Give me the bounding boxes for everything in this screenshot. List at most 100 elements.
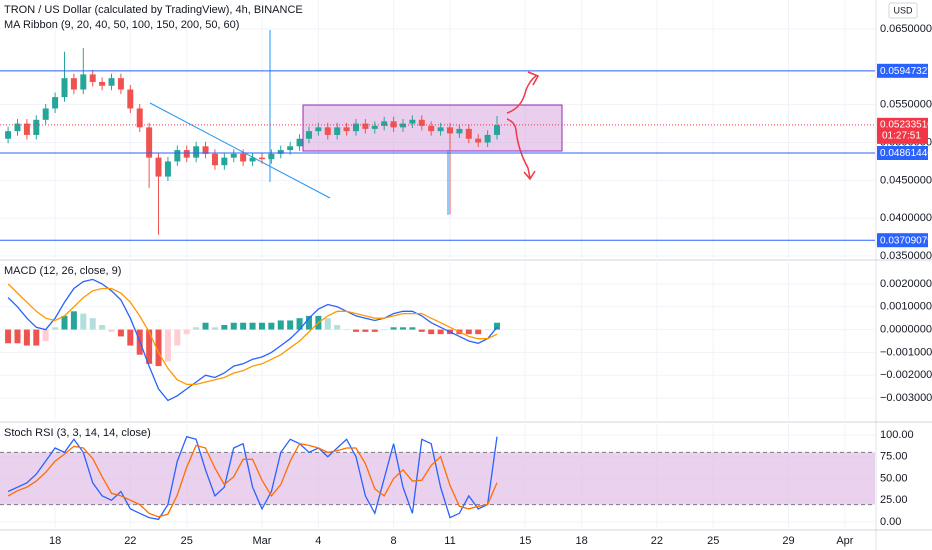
- histogram-bar: [334, 325, 341, 330]
- histogram-bar: [287, 320, 294, 330]
- histogram-bar: [5, 329, 12, 344]
- y-tick-label: 25.00: [880, 494, 908, 506]
- histogram-bar: [146, 329, 153, 364]
- level-label: 0.03709079: [880, 235, 932, 246]
- candle-body: [183, 150, 190, 158]
- histogram-bar: [324, 318, 331, 330]
- candle-body: [127, 89, 134, 109]
- histogram-bar: [343, 329, 350, 331]
- histogram-bar: [193, 327, 200, 330]
- histogram-bar: [42, 329, 49, 341]
- histogram-bar: [437, 329, 444, 335]
- histogram-bar: [52, 327, 59, 330]
- chart-title: TRON / US Dollar (calculated by TradingV…: [4, 4, 303, 16]
- x-tick-label: Apr: [836, 535, 853, 547]
- candle-body: [42, 108, 49, 120]
- histogram-bar: [33, 329, 40, 346]
- y-tick-label: 0.00: [880, 516, 901, 528]
- indicator-line: [7, 278, 498, 402]
- candle-body: [324, 127, 331, 135]
- up-arrow: [506, 71, 540, 114]
- candle-body: [334, 127, 341, 135]
- x-tick-label: 22: [651, 535, 663, 547]
- currency-box[interactable]: [888, 2, 918, 19]
- candle-body: [296, 138, 303, 147]
- candle-body: [193, 146, 200, 158]
- rsi-title: Stoch RSI (3, 3, 14, 14, close): [4, 427, 151, 439]
- macd-title: MACD (12, 26, close, 9): [4, 265, 121, 277]
- candle-body: [465, 128, 472, 139]
- candle-body: [456, 128, 463, 134]
- indicator-line: [7, 435, 498, 521]
- x-tick-label: 29: [782, 535, 794, 547]
- histogram-bar: [155, 329, 162, 367]
- candle-body: [494, 125, 501, 135]
- histogram-bar: [202, 322, 209, 330]
- histogram-bar: [117, 329, 124, 337]
- histogram-bar: [127, 329, 134, 346]
- level-label-box: [877, 233, 928, 248]
- candle-body: [287, 146, 294, 151]
- x-tick-label: 22: [124, 535, 136, 547]
- histogram-bar: [352, 329, 359, 332]
- candle-body: [268, 153, 275, 160]
- histogram-bar: [399, 327, 406, 330]
- x-tick-label: 18: [49, 535, 61, 547]
- level-label-box: [877, 145, 928, 160]
- histogram-bar: [268, 322, 275, 330]
- candle-body: [202, 146, 209, 154]
- histogram-bar: [89, 318, 96, 330]
- level-label: 0.04861446: [880, 148, 932, 159]
- candle-body: [230, 153, 237, 158]
- histogram-bar: [484, 329, 491, 331]
- y-tick-label: 0.00000000: [880, 323, 932, 335]
- histogram-bar: [240, 322, 247, 330]
- histogram-bar: [296, 318, 303, 330]
- candle-body: [108, 78, 115, 86]
- y-tick-label: −0.00300000: [880, 392, 932, 404]
- x-tick-label: 15: [519, 535, 531, 547]
- histogram-bar: [305, 315, 312, 330]
- candle-body: [89, 74, 96, 82]
- candle-body: [117, 78, 124, 90]
- candle-body: [174, 150, 181, 162]
- candle-body: [155, 157, 162, 177]
- candle-body: [315, 127, 322, 132]
- histogram-bar: [14, 329, 21, 344]
- histogram-bar: [174, 329, 181, 346]
- x-tick-label: 11: [444, 535, 455, 547]
- candle-body: [399, 123, 406, 128]
- candle-body: [475, 138, 482, 143]
- candle-body: [23, 123, 30, 135]
- candle-body: [14, 123, 21, 132]
- histogram-bar: [381, 329, 388, 331]
- histogram-bar: [390, 327, 397, 330]
- candle-body: [305, 131, 312, 139]
- histogram-bar: [428, 329, 435, 335]
- candle-body: [437, 127, 444, 132]
- histogram-bar: [371, 329, 378, 332]
- indicator-title: MA Ribbon (9, 20, 40, 50, 100, 150, 200,…: [4, 19, 239, 31]
- candle-body: [362, 123, 369, 129]
- histogram-bar: [258, 322, 265, 330]
- candle-body: [447, 127, 454, 134]
- histogram-bar: [61, 315, 68, 330]
- currency[interactable]: USD: [893, 5, 913, 15]
- candle-body: [371, 125, 378, 129]
- candle-body: [240, 153, 247, 162]
- candle-body: [164, 161, 171, 177]
- candle-body: [136, 108, 143, 128]
- histogram-bar: [277, 320, 284, 330]
- histogram-bar: [409, 327, 416, 330]
- histogram-bar: [183, 329, 190, 335]
- candle-body: [277, 150, 284, 154]
